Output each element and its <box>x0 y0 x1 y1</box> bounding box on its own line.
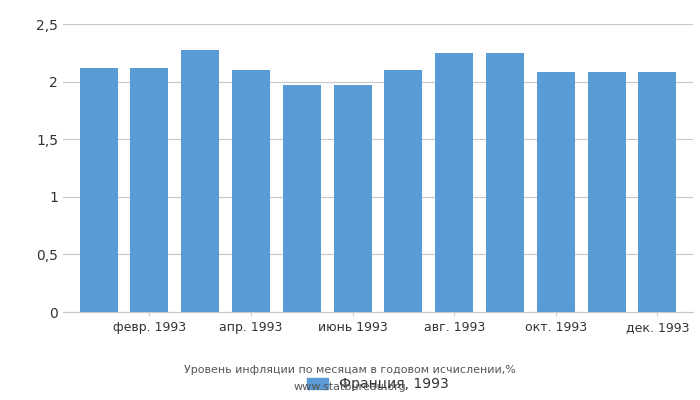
Bar <box>486 53 524 312</box>
Bar <box>333 85 372 312</box>
Text: Уровень инфляции по месяцам в годовом исчислении,%: Уровень инфляции по месяцам в годовом ис… <box>184 365 516 375</box>
Bar <box>587 72 626 312</box>
Bar <box>232 70 270 312</box>
Bar <box>435 53 473 312</box>
Bar <box>181 50 219 312</box>
Legend: Франция, 1993: Франция, 1993 <box>307 378 449 392</box>
Bar <box>283 85 321 312</box>
Bar <box>130 68 169 312</box>
Text: www.statbureau.org: www.statbureau.org <box>294 382 406 392</box>
Bar <box>384 70 423 312</box>
Bar <box>537 72 575 312</box>
Bar <box>638 72 676 312</box>
Bar <box>80 68 118 312</box>
